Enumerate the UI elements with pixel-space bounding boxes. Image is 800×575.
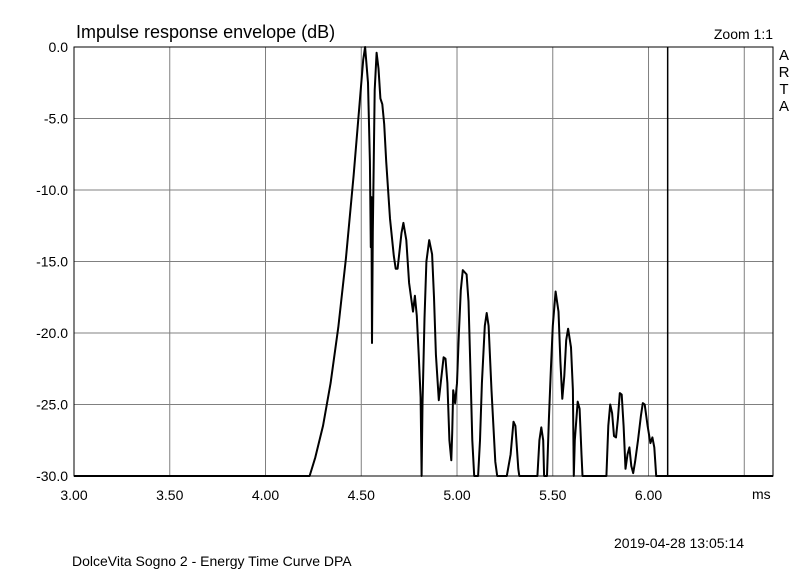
y-tick-label: 0.0 <box>49 39 69 55</box>
series-line <box>74 46 773 477</box>
x-tick-label: 4.00 <box>252 487 279 503</box>
y-tick-labels: 0.0 -5.0 -10.0 -15.0 -20.0 -25.0 -30.0 <box>36 39 68 484</box>
x-tick-label: 3.00 <box>60 487 87 503</box>
measurement-caption: DolceVita Sogno 2 - Energy Time Curve DP… <box>72 553 352 569</box>
y-tick-label: -30.0 <box>36 468 68 484</box>
y-tick-label: -10.0 <box>36 182 68 198</box>
arta-logo-letter: A <box>778 98 789 115</box>
arta-logo-letter: T <box>779 81 789 98</box>
plot-frame <box>73 46 774 477</box>
chart-title: Impulse response envelope (dB) <box>76 22 336 42</box>
x-tick-label: 6.00 <box>635 487 662 503</box>
y-tick-label: -25.0 <box>36 397 68 413</box>
x-tick-labels: 3.00 3.50 4.00 4.50 5.00 5.50 6.00 <box>60 487 662 503</box>
x-tick-label: 5.00 <box>443 487 470 503</box>
y-tick-label: -5.0 <box>44 111 68 127</box>
arta-logo-letter: A <box>778 47 789 64</box>
x-tick-label: 3.50 <box>156 487 183 503</box>
arta-logo-letter: R <box>778 64 790 81</box>
x-axis-unit: ms <box>752 486 771 502</box>
zoom-level-label[interactable]: Zoom 1:1 <box>713 26 773 42</box>
x-tick-label: 5.50 <box>539 487 566 503</box>
y-tick-label: -20.0 <box>36 325 68 341</box>
x-tick-label: 4.50 <box>348 487 375 503</box>
grid-lines <box>74 47 773 476</box>
arta-logo: A R T A <box>777 47 791 115</box>
y-tick-label: -15.0 <box>36 254 68 270</box>
timestamp: 2019-04-28 13:05:14 <box>614 535 744 551</box>
